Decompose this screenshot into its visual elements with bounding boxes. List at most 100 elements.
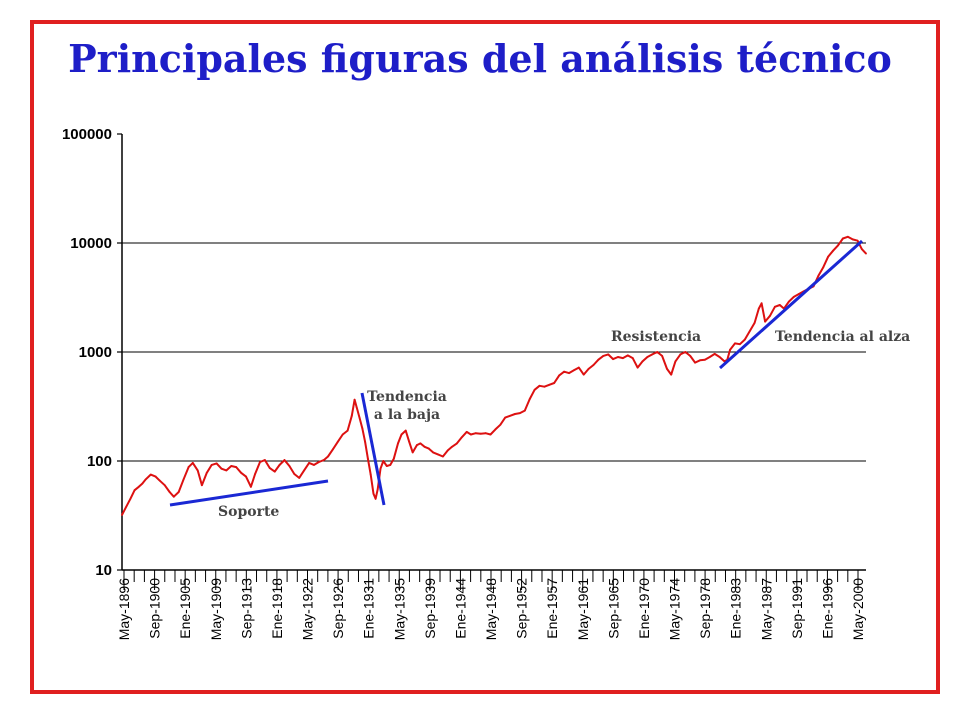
x-tick-label: Ene-1931 — [361, 578, 377, 639]
downtrend-line — [360, 392, 386, 506]
data-point — [729, 348, 731, 351]
data-point — [389, 464, 392, 466]
data-point — [278, 464, 281, 466]
data-point — [597, 358, 600, 361]
data-point — [240, 471, 242, 474]
x-tick-label: Sep-1926 — [330, 578, 346, 639]
x-tick-label: Sep-1939 — [422, 578, 438, 639]
x-tick-label: Sep-1991 — [789, 578, 805, 639]
data-point — [455, 442, 458, 445]
x-tick-label: Ene-1983 — [728, 578, 744, 639]
data-point — [376, 488, 379, 491]
data-point — [419, 442, 422, 445]
gridlines — [122, 242, 866, 462]
data-point — [703, 358, 706, 361]
data-point — [602, 355, 605, 357]
data-point — [303, 469, 306, 472]
data-point — [404, 429, 407, 432]
x-tick-label: May-1909 — [208, 578, 224, 640]
x-tick-label: May-1935 — [391, 578, 407, 640]
data-point — [764, 320, 767, 323]
data-point — [374, 497, 377, 500]
data-point — [674, 360, 677, 363]
y-tick-label: 100000 — [62, 126, 112, 143]
data-point — [361, 427, 364, 430]
data-point — [636, 366, 639, 369]
data-point — [748, 330, 751, 333]
data-point — [220, 467, 223, 470]
data-point — [133, 489, 136, 492]
data-point — [484, 432, 487, 435]
data-point — [631, 357, 634, 359]
data-point — [400, 433, 403, 436]
data-point — [369, 473, 372, 476]
resistance-label: Resistencia — [611, 329, 701, 345]
data-point — [446, 449, 449, 452]
data-point — [441, 455, 444, 458]
data-point — [158, 479, 161, 482]
data-point — [479, 432, 482, 435]
downtrend-label: Tendencia — [367, 389, 447, 405]
data-point — [268, 467, 271, 470]
x-tick-label: Ene-1970 — [636, 578, 652, 639]
x-tick-label: Ene-1996 — [819, 578, 835, 639]
x-tick-label: May-1896 — [116, 578, 132, 640]
data-point — [408, 440, 411, 443]
data-point — [460, 436, 463, 439]
data-point — [832, 249, 834, 252]
data-point — [587, 367, 590, 370]
data-point — [416, 444, 418, 446]
data-point — [225, 469, 228, 472]
chart-title: Principales figuras del análisis técnico — [68, 36, 892, 81]
data-point — [298, 476, 301, 479]
data-point — [646, 356, 649, 358]
data-point — [245, 475, 247, 478]
data-point — [797, 293, 800, 295]
data-point — [423, 445, 426, 448]
data-point — [144, 478, 147, 481]
data-point — [317, 461, 320, 463]
data-point — [837, 244, 839, 247]
data-point — [656, 351, 659, 353]
data-point — [273, 470, 276, 473]
data-point — [230, 465, 233, 467]
data-point — [172, 495, 175, 498]
x-tick-label: May-1961 — [575, 578, 591, 640]
data-point — [149, 473, 152, 476]
data-point — [851, 238, 854, 241]
data-point — [543, 385, 546, 388]
data-point — [137, 485, 140, 488]
data-point — [607, 353, 610, 356]
data-point — [523, 409, 526, 412]
data-point — [538, 384, 541, 387]
data-point — [451, 445, 453, 448]
data-point — [734, 342, 736, 345]
data-point — [489, 433, 492, 436]
data-point — [358, 416, 361, 419]
x-tick-label: Sep-1952 — [514, 578, 530, 639]
downtrend-label-line2: a la baja — [374, 407, 440, 423]
data-point — [689, 355, 692, 357]
x-tick-label: May-1922 — [300, 578, 316, 640]
data-point — [125, 505, 128, 508]
x-tick-label: Ene-1944 — [452, 578, 468, 639]
data-point — [792, 296, 795, 298]
data-point — [757, 307, 760, 310]
x-tick-label: Sep-1900 — [147, 578, 163, 639]
data-point — [622, 357, 624, 359]
x-tick-label: May-1948 — [483, 578, 499, 640]
data-point — [379, 467, 382, 470]
data-point — [817, 274, 820, 277]
data-point — [355, 406, 358, 409]
data-point — [553, 382, 556, 384]
data-point — [154, 475, 157, 478]
data-point — [331, 448, 334, 451]
data-point — [738, 343, 741, 346]
data-point — [641, 360, 644, 363]
data-point — [432, 451, 434, 454]
data-point — [708, 356, 711, 358]
data-point — [778, 304, 781, 306]
data-point — [341, 433, 344, 436]
y-tick-label: 10 — [95, 562, 112, 579]
data-point — [411, 451, 414, 454]
